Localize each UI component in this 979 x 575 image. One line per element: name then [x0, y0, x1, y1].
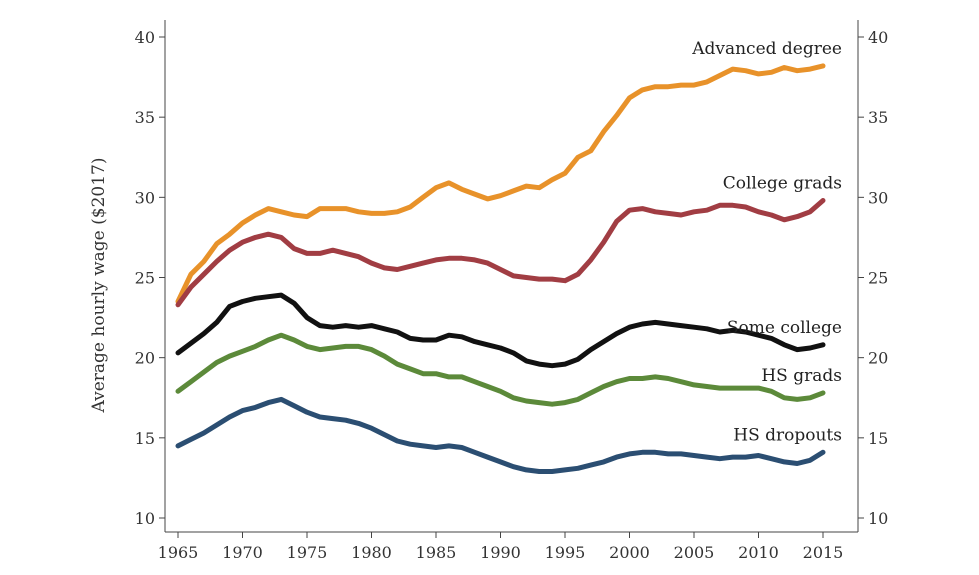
- x-tick-label: 1970: [222, 543, 263, 562]
- x-tick-label: 1985: [416, 543, 457, 562]
- x-tick-label: 1965: [158, 543, 199, 562]
- x-tick-label: 2010: [738, 543, 779, 562]
- y-tick-label-right: 20: [868, 349, 888, 368]
- series-labels: Advanced degree College grads Some college…: [691, 39, 842, 445]
- y-tick-label-left: 10: [135, 509, 155, 528]
- x-tick-label: 1980: [351, 543, 392, 562]
- y-tick-label-right: 40: [868, 28, 888, 47]
- y-tick-label-right: 10: [868, 509, 888, 528]
- axes: 10 10 15 15 20 20 25 25 30 30 35 35 40 40 1965 1970 1975…: [135, 20, 888, 562]
- x-tick-label: 2000: [609, 543, 650, 562]
- y-axis-title: Average hourly wage ($2017): [89, 158, 109, 414]
- series-label-advanced-degree: Advanced degree: [691, 39, 842, 59]
- series-line-college-grads: [175, 198, 826, 308]
- series-line-some-college: [175, 292, 826, 369]
- y-tick-label-left: 30: [135, 188, 155, 207]
- y-tick-label-right: 30: [868, 188, 888, 207]
- x-tick-label: 2005: [674, 543, 715, 562]
- y-tick-label-right: 35: [868, 108, 888, 127]
- y-tick-label-right: 15: [868, 429, 888, 448]
- x-tick-label: 1990: [480, 543, 521, 562]
- y-tick-label-right: 25: [868, 269, 888, 288]
- series-label-some-college: Some college: [727, 318, 842, 338]
- series-label-college-grads: College grads: [723, 174, 842, 194]
- series-line-advanced-degree: [175, 63, 826, 304]
- series-label-hs-dropouts: HS dropouts: [733, 425, 842, 445]
- series-label-hs-grads: HS grads: [761, 366, 842, 386]
- x-tick-label: 1995: [545, 543, 586, 562]
- y-tick-label-left: 35: [135, 108, 155, 127]
- series-lines: [175, 63, 826, 474]
- series-line-hs-grads: [175, 332, 826, 407]
- y-tick-label-left: 15: [135, 429, 155, 448]
- y-tick-label-left: 25: [135, 269, 155, 288]
- x-tick-label: 1975: [287, 543, 328, 562]
- series-line-hs-dropouts: [175, 396, 826, 474]
- y-tick-label-left: 20: [135, 349, 155, 368]
- x-tick-label: 2015: [803, 543, 844, 562]
- y-tick-label-left: 40: [135, 28, 155, 47]
